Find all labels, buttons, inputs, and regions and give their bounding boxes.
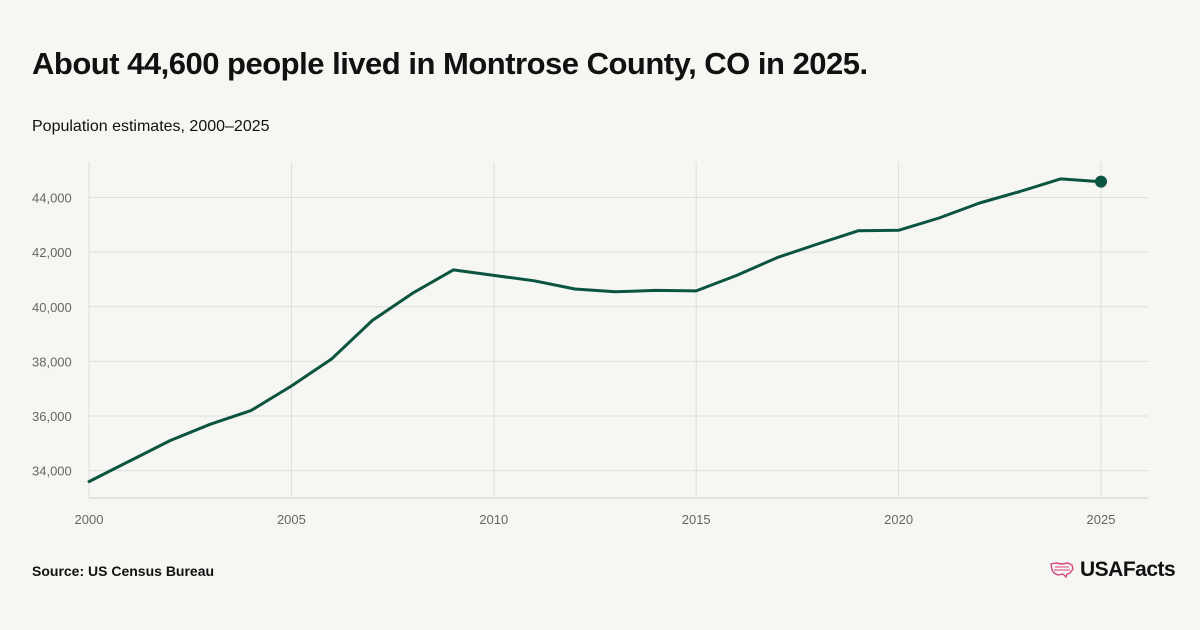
- x-tick-label: 2000: [75, 512, 104, 527]
- chart-title: About 44,600 people lived in Montrose Co…: [32, 46, 868, 81]
- x-tick-label: 2015: [682, 512, 711, 527]
- x-tick-label: 2025: [1087, 512, 1116, 527]
- y-tick-label: 36,000: [32, 409, 72, 424]
- grid-lines: [88, 162, 1148, 499]
- y-tick-label: 38,000: [32, 354, 72, 369]
- y-tick-label: 34,000: [32, 464, 72, 479]
- x-tick-label: 2020: [884, 512, 913, 527]
- source-note: Source: US Census Bureau: [32, 563, 215, 579]
- brand-name: USAFacts: [1080, 558, 1176, 581]
- y-tick-label: 44,000: [32, 191, 72, 206]
- chart-subtitle: Population estimates, 2000–2025: [32, 118, 270, 135]
- x-tick-label: 2010: [479, 512, 508, 527]
- last-data-point[interactable]: [1095, 175, 1107, 188]
- brand-logo[interactable]: USAFacts: [1050, 558, 1176, 582]
- y-tick-label: 40,000: [32, 300, 72, 315]
- x-tick-label: 2005: [277, 512, 306, 527]
- population-series-line: [87, 177, 1103, 484]
- y-tick-label: 42,000: [32, 245, 72, 260]
- axis-labels: 34,000 36,000 38,000 40,000 42,000 44,000 2000…: [32, 191, 1115, 527]
- population-line-chart: 34,000 36,000 38,000 40,000 42,000 44,000 2000…: [32, 162, 1148, 527]
- data-series: [87, 175, 1107, 484]
- us-map-icon: [1050, 562, 1074, 578]
